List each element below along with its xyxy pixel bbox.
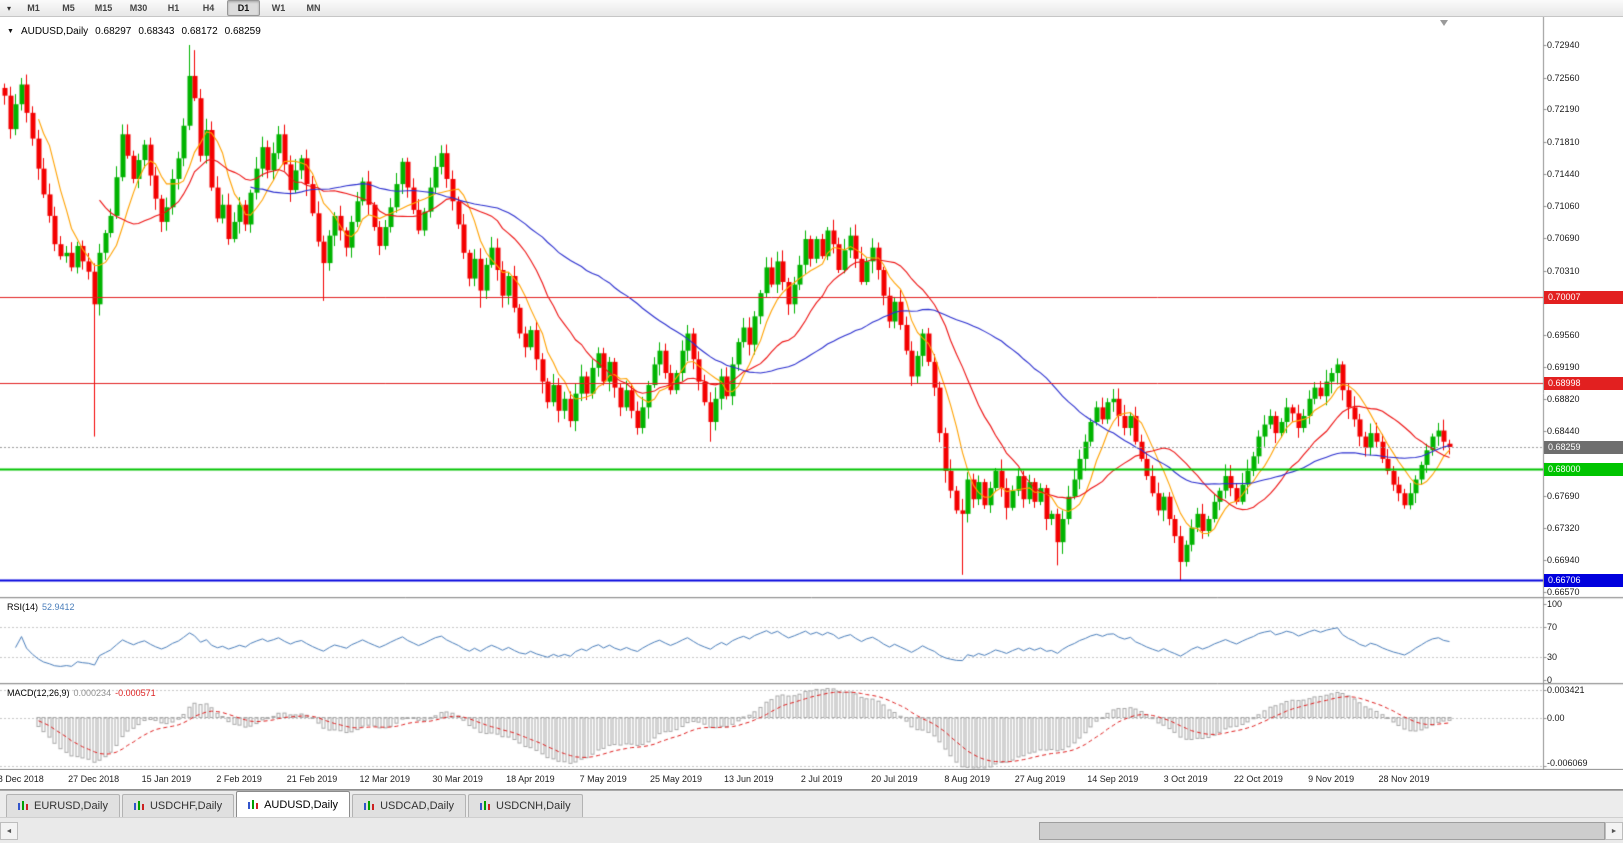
scroll-left-arrow-icon[interactable]: ◄ [0, 822, 18, 840]
date-axis-label: 25 May 2019 [649, 774, 703, 784]
chart-tab-usdcad[interactable]: USDCAD,Daily [352, 794, 467, 817]
ohlc-high: 0.68343 [138, 26, 175, 37]
price-axis-tick: 0.68440 [1547, 426, 1580, 437]
date-axis-label: 14 Sep 2019 [1087, 774, 1139, 784]
price-axis-tick: 0.67690 [1547, 490, 1580, 501]
hline-price-label: 0.70007 [1544, 291, 1623, 304]
timeframe-button-m15[interactable]: M15 [94, 3, 113, 13]
rsi-scale-label: 30 [1547, 652, 1558, 663]
date-axis-label: 30 Mar 2019 [432, 774, 483, 784]
price-axis-tick: 0.66570 [1547, 586, 1580, 597]
macd-indicator-label: MACD(12,26,9) 0.000234 -0.000571 [7, 688, 156, 698]
macd-scale-label: 0.003421 [1547, 685, 1585, 696]
chart-tab-icon [18, 801, 28, 811]
chart-tab-label: AUDUSD,Daily [264, 798, 339, 811]
macd-signal-value: -0.000571 [115, 688, 156, 698]
timeframe-button-m30[interactable]: M30 [129, 3, 148, 13]
price-chart-canvas[interactable] [0, 17, 1623, 770]
date-axis-label: 27 Aug 2019 [1014, 774, 1066, 784]
date-axis-label: 2 Feb 2019 [216, 774, 262, 784]
date-axis-label: 9 Nov 2019 [1308, 774, 1355, 784]
chart-tabs: EURUSD,Daily USDCHF,Daily AUDUSD,Daily USDC… [0, 790, 1623, 817]
chart-title: ▼ AUDUSD,Daily 0.68297 0.68343 0.68172 0… [7, 26, 261, 37]
price-axis-tick: 0.69190 [1547, 362, 1580, 372]
price-axis-tick: 0.72190 [1547, 104, 1580, 115]
price-axis-tick: 0.69560 [1547, 330, 1580, 341]
price-axis-tick: 0.70690 [1547, 233, 1580, 244]
chart-tab-usdcnh[interactable]: USDCNH,Daily [468, 794, 583, 817]
date-axis-label: 2 Jul 2019 [800, 774, 843, 784]
rsi-scale-label: 70 [1547, 621, 1558, 632]
date-axis-label: 18 Apr 2019 [506, 774, 555, 784]
date-axis-label: 22 Oct 2019 [1233, 774, 1283, 784]
chart-tab-label: USDCAD,Daily [380, 800, 455, 812]
price-axis-tick: 0.71060 [1547, 201, 1580, 212]
hline-price-label: 0.68000 [1544, 463, 1623, 476]
chart-tab-icon [480, 801, 491, 811]
rsi-value: 52.9412 [42, 602, 75, 612]
chart-tab-icon [248, 799, 259, 810]
timeframe-button-mn[interactable]: MN [306, 3, 321, 13]
hline-price-label: 0.66706 [1544, 574, 1623, 587]
timeframe-button-d1[interactable]: D1 [227, 0, 260, 16]
hline-price-label: 0.68998 [1544, 377, 1623, 390]
timeframe-button-m1[interactable]: M1 [27, 3, 40, 13]
rsi-indicator-label: RSI(14) 52.9412 [7, 602, 75, 612]
price-axis-tick: 0.68820 [1547, 393, 1580, 404]
date-axis-label: 3 Oct 2019 [1163, 774, 1208, 784]
scroll-right-arrow-icon[interactable]: ► [1605, 822, 1623, 840]
macd-scale-label: -0.006069 [1547, 758, 1588, 768]
date-axis-label: 15 Jan 2019 [141, 774, 192, 784]
date-axis-label: 8 Dec 2018 [0, 774, 44, 784]
date-axis-label: 27 Dec 2018 [68, 774, 120, 784]
date-axis-label: 28 Nov 2019 [1378, 774, 1430, 784]
timeframe-button-h4[interactable]: H4 [202, 3, 215, 13]
price-axis-tick: 0.72560 [1547, 72, 1580, 83]
chart-shift-marker-icon [1440, 20, 1448, 26]
ohlc-close: 0.68259 [224, 26, 261, 37]
chart-tab-usdchf[interactable]: USDCHF,Daily [121, 794, 235, 817]
chart-tab-eurusd[interactable]: EURUSD,Daily [6, 794, 120, 817]
chart-tab-icon [133, 801, 144, 811]
rsi-name: RSI(14) [7, 602, 39, 612]
chart-tab-audusd[interactable]: AUDUSD,Daily [236, 791, 351, 817]
timeframe-button-w1[interactable]: W1 [271, 3, 286, 13]
date-axis-label: 8 Aug 2019 [944, 774, 990, 784]
date-axis-label: 20 Jul 2019 [871, 774, 918, 784]
price-axis-tick: 0.71810 [1547, 137, 1580, 148]
chart-window[interactable]: ▼ AUDUSD,Daily 0.68297 0.68343 0.68172 0… [0, 17, 1623, 790]
horizontal-scrollbar[interactable]: ◄ ► [0, 817, 1623, 843]
ohlc-low: 0.68172 [181, 26, 218, 37]
chart-tab-label: EURUSD,Daily [34, 800, 108, 812]
bid-price-label: 0.68259 [1544, 441, 1623, 454]
chart-tab-label: USDCNH,Daily [496, 800, 571, 812]
date-axis-label: 21 Feb 2019 [286, 774, 338, 784]
timeframe-toolbar: ▾ M1 M5 M15 M30 H1 H4 D1 W1 MN [0, 0, 1623, 17]
price-axis-tick: 0.67320 [1547, 522, 1580, 533]
date-axis-label: 7 May 2019 [579, 774, 627, 784]
chart-symbol-label: AUDUSD,Daily [20, 26, 89, 37]
collapse-triangle-icon[interactable]: ▼ [7, 28, 14, 35]
price-axis-tick: 0.71440 [1547, 168, 1580, 179]
chart-tab-label: USDCHF,Daily [149, 800, 223, 812]
date-axis-label: 12 Mar 2019 [359, 774, 411, 784]
price-axis-tick: 0.66940 [1547, 555, 1580, 566]
rsi-scale-label: 0 [1547, 675, 1553, 685]
timeframe-button-h1[interactable]: H1 [167, 3, 180, 13]
price-axis-tick: 0.72940 [1547, 40, 1580, 50]
macd-value: 0.000234 [73, 688, 112, 698]
toolbar-dropdown-icon[interactable]: ▾ [6, 3, 11, 13]
ohlc-open: 0.68297 [95, 26, 132, 37]
rsi-scale-label: 100 [1547, 599, 1563, 609]
date-axis-label: 13 Jun 2019 [724, 774, 774, 784]
chart-tab-icon [364, 801, 375, 811]
macd-scale-label: 0.00 [1547, 712, 1565, 723]
price-axis-tick: 0.70310 [1547, 265, 1580, 276]
scrollbar-thumb[interactable] [1039, 822, 1605, 840]
macd-name: MACD(12,26,9) [7, 688, 70, 698]
timeframe-button-m5[interactable]: M5 [62, 3, 75, 13]
